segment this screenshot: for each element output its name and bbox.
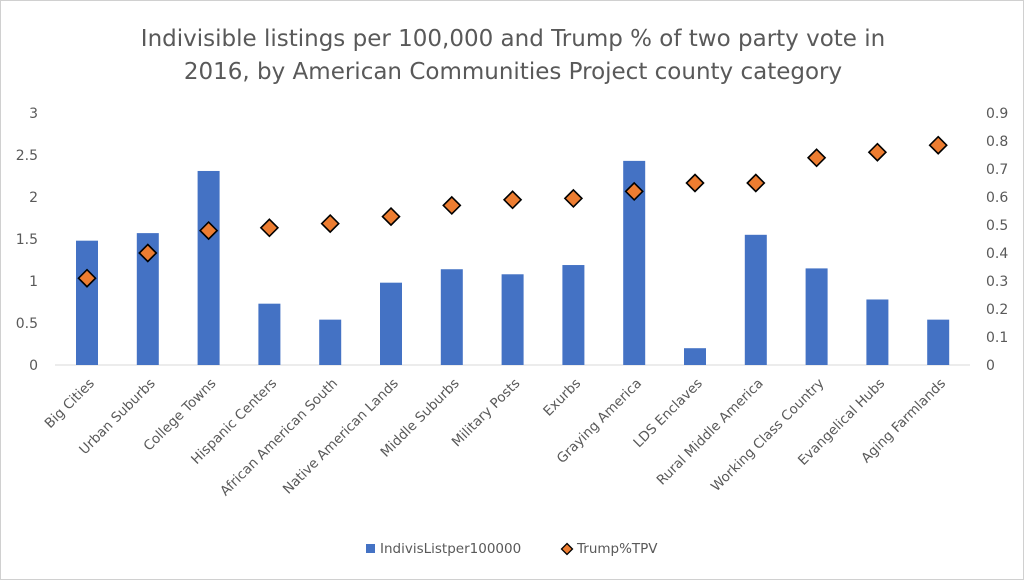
- category-label: African American South: [217, 376, 341, 500]
- bar: [927, 319, 950, 365]
- diamond-marker: [563, 188, 584, 209]
- bar: [380, 282, 402, 365]
- diamond-marker: [259, 218, 280, 238]
- category-label: Rural Middle America: [654, 376, 767, 489]
- diamond-marker: [928, 135, 948, 155]
- bar: [136, 233, 159, 365]
- right-tick-label: 0.1: [986, 330, 1008, 346]
- right-tick-label: 0.9: [986, 106, 1008, 122]
- chart-title-line-2: 2016, by American Communities Project co…: [183, 59, 843, 85]
- category-label: Big Cities: [42, 376, 98, 432]
- bar: [805, 268, 828, 365]
- diamond-marker: [746, 173, 766, 193]
- diamond-marker: [381, 206, 401, 227]
- right-tick-label: 0.5: [986, 218, 1008, 234]
- diamond-marker: [502, 190, 523, 210]
- diamond-marker: [198, 220, 219, 241]
- left-tick-label: 1: [29, 274, 38, 290]
- legend: IndivisListper100000 Trump%TPV: [366, 541, 658, 557]
- left-axis-ticks: 0 0.5 1 1.5 2 2.5 3: [16, 106, 38, 374]
- bar: [866, 299, 889, 365]
- diamond-marker: [685, 173, 705, 193]
- bar: [562, 265, 585, 365]
- legend-diamond-label: Trump%TPV: [576, 541, 658, 557]
- diamond-marker: [806, 148, 827, 168]
- bar: [501, 274, 524, 365]
- left-tick-label: 2.5: [16, 148, 38, 164]
- right-tick-label: 0: [986, 358, 995, 374]
- legend-diamond-swatch: [560, 542, 574, 556]
- diamond-marker: [320, 213, 340, 234]
- bar: [623, 160, 646, 365]
- chart-title-line-1: Indivisible listings per 100,000 and Tru…: [140, 26, 886, 52]
- diamond-marker: [867, 142, 888, 162]
- right-tick-label: 0.2: [986, 302, 1008, 318]
- diamond-marker: [442, 195, 462, 216]
- right-tick-label: 0.7: [986, 162, 1008, 178]
- diamond-marker: [138, 243, 158, 263]
- bar: [319, 319, 342, 365]
- bar-series: [76, 160, 950, 365]
- bar: [744, 234, 767, 365]
- right-tick-label: 0.6: [986, 190, 1008, 206]
- right-axis-ticks: 0 0.1 0.2 0.3 0.4 0.5 0.6 0.7 0.8 0.9: [986, 106, 1008, 374]
- bar: [76, 240, 98, 365]
- diamond-marker: [624, 181, 644, 202]
- right-tick-label: 0.3: [986, 274, 1008, 290]
- left-tick-label: 3: [29, 106, 38, 122]
- left-tick-label: 0: [29, 358, 38, 374]
- bar: [197, 170, 220, 365]
- legend-bar-swatch: [366, 544, 375, 553]
- category-label: Native American Lands: [280, 376, 402, 498]
- left-tick-label: 2: [29, 190, 38, 206]
- right-tick-label: 0.4: [986, 246, 1008, 262]
- left-tick-label: 0.5: [16, 316, 38, 332]
- right-tick-label: 0.8: [986, 134, 1008, 150]
- bar: [684, 348, 706, 365]
- left-tick-label: 1.5: [16, 232, 38, 248]
- chart-title: Indivisible listings per 100,000 and Tru…: [1, 23, 1024, 89]
- bar: [440, 269, 463, 365]
- category-label: Exurbs: [540, 376, 584, 420]
- marker-series: [77, 135, 948, 288]
- diamond-marker: [77, 268, 97, 288]
- bar: [258, 303, 281, 365]
- legend-bar-label: IndivisListper100000: [380, 541, 521, 557]
- category-label: Working Class Country: [708, 376, 827, 495]
